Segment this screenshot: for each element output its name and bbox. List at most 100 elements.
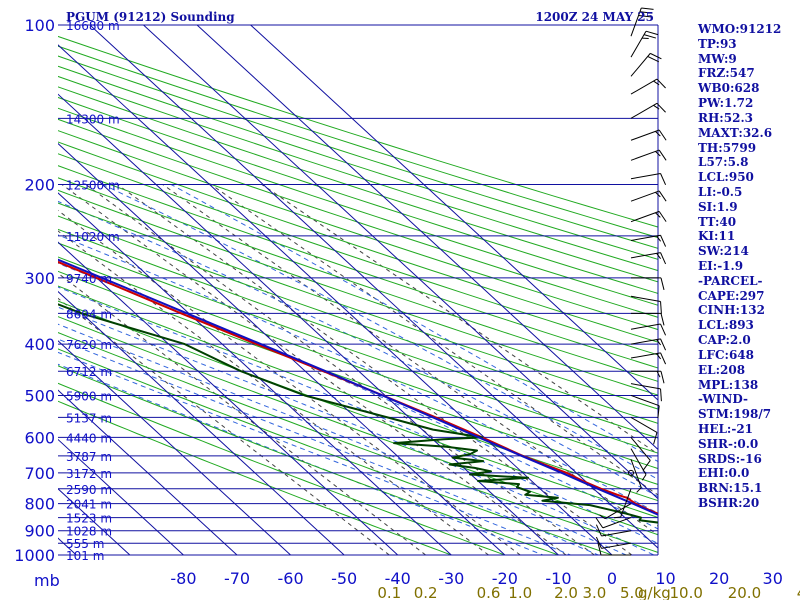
index-line: WMO:91212 <box>698 22 782 36</box>
index-line: L57:5.8 <box>698 155 749 170</box>
index-line: -PARCEL- <box>698 273 763 288</box>
index-line: MW:9 <box>698 51 737 66</box>
height-label: 4440 m <box>66 431 112 445</box>
barb-flag <box>660 235 667 247</box>
barb-flag <box>655 151 661 157</box>
barb-flag <box>655 191 661 198</box>
height-label: 7620 m <box>66 338 112 352</box>
barb-flag <box>658 190 667 202</box>
wind-barb <box>597 542 631 556</box>
height-label: 3172 m <box>66 467 112 481</box>
dewpoint-trace <box>58 303 658 527</box>
temperature-tick-label: -60 <box>278 569 304 588</box>
barb-flag <box>660 313 665 326</box>
wind-barb <box>630 295 662 314</box>
index-line: PW:1.72 <box>698 96 754 111</box>
wind-barb <box>630 416 658 445</box>
dry-adiabat <box>58 141 658 343</box>
dry-adiabat <box>58 400 453 555</box>
wind-barb <box>595 524 632 537</box>
barb-flag <box>655 212 661 218</box>
height-label: 14300 m <box>66 112 120 126</box>
isotherm-line <box>58 290 345 555</box>
barb-staff <box>630 437 651 461</box>
wind-barb <box>595 517 632 529</box>
index-line: TH:5799 <box>698 140 757 155</box>
barb-staff <box>630 190 660 202</box>
pressure-tick-label: 1000 <box>14 546 55 565</box>
wind-barb <box>630 102 666 119</box>
dry-adiabat <box>58 55 658 249</box>
barb-flag <box>658 149 667 161</box>
pressure-tick-label: 600 <box>24 428 55 447</box>
barb-flag <box>595 536 602 549</box>
mixing-ratio-label: 0.6 <box>477 584 501 600</box>
index-line: -WIND- <box>698 392 748 407</box>
wind-barb <box>630 252 667 265</box>
pressure-tick-label: 300 <box>24 269 55 288</box>
pressure-unit-label: mb <box>34 571 60 590</box>
wind-barb <box>630 352 667 365</box>
barb-flag <box>656 102 666 113</box>
barb-staff <box>630 323 661 330</box>
index-line: SI:1.9 <box>698 199 738 214</box>
moist-adiabat <box>58 306 656 555</box>
barb-flag <box>595 524 602 537</box>
barb-staff <box>630 234 661 241</box>
dry-adiabat <box>58 153 658 356</box>
wind-barb <box>630 52 662 77</box>
barb-flag <box>656 353 662 360</box>
temperature-tick-label: 0 <box>607 569 617 588</box>
mixing-ratio-lines <box>58 184 658 555</box>
barb-flag <box>656 253 662 260</box>
barb-staff <box>630 448 647 475</box>
index-line: FRZ:547 <box>698 66 755 81</box>
barb-flag <box>660 338 667 351</box>
mixing-ratio-label: 3.0 <box>582 584 606 600</box>
index-line: SW:214 <box>698 244 749 259</box>
temperature-tick-label: -40 <box>385 569 411 588</box>
isotherm-line <box>0 25 23 555</box>
index-line: EHI:0.0 <box>698 466 750 481</box>
index-line: LCL:893 <box>698 318 754 333</box>
index-line: WB0:628 <box>698 81 760 96</box>
dry-adiabat <box>58 270 658 485</box>
barb-staff <box>630 129 660 141</box>
wind-barb <box>630 437 651 471</box>
height-label: 8604 m <box>66 307 112 321</box>
dry-adiabat <box>58 107 658 306</box>
barb-staff <box>630 53 651 77</box>
barb-flag <box>639 11 653 14</box>
wind-barb <box>630 394 660 419</box>
wind-barb <box>631 312 665 326</box>
barb-flag <box>642 460 651 471</box>
dry-adiabat <box>58 130 658 331</box>
moist-adiabat <box>102 184 658 480</box>
barb-flag <box>655 131 661 137</box>
dry-adiabat <box>58 75 658 272</box>
dry-adiabat <box>58 242 658 454</box>
wind-barb <box>614 488 632 519</box>
index-line: CAPE:297 <box>698 288 765 303</box>
height-label: 6712 m <box>66 365 112 379</box>
index-line: CINH:132 <box>698 303 765 318</box>
wind-barb <box>630 78 666 95</box>
mixing-ratio-label: 2.0 <box>554 584 578 600</box>
index-line: CAP:2.0 <box>698 333 751 348</box>
wind-barb <box>630 149 667 161</box>
index-line: BSHR:20 <box>698 496 760 510</box>
pressure-tick-label: 100 <box>24 16 55 35</box>
isotherm-line <box>58 44 613 555</box>
barb-flag <box>653 80 660 86</box>
barb-flag <box>647 55 660 63</box>
wind-barb <box>630 338 667 351</box>
barb-flag <box>660 352 667 365</box>
temperature-trace <box>58 260 658 515</box>
dry-adiabat <box>58 256 658 470</box>
parcel-trace <box>58 258 658 516</box>
index-line: EI:-1.9 <box>698 259 744 273</box>
barb-staff <box>630 78 658 95</box>
wind-barb <box>630 173 667 186</box>
barb-staff <box>630 416 658 433</box>
barb-flag <box>595 517 604 529</box>
